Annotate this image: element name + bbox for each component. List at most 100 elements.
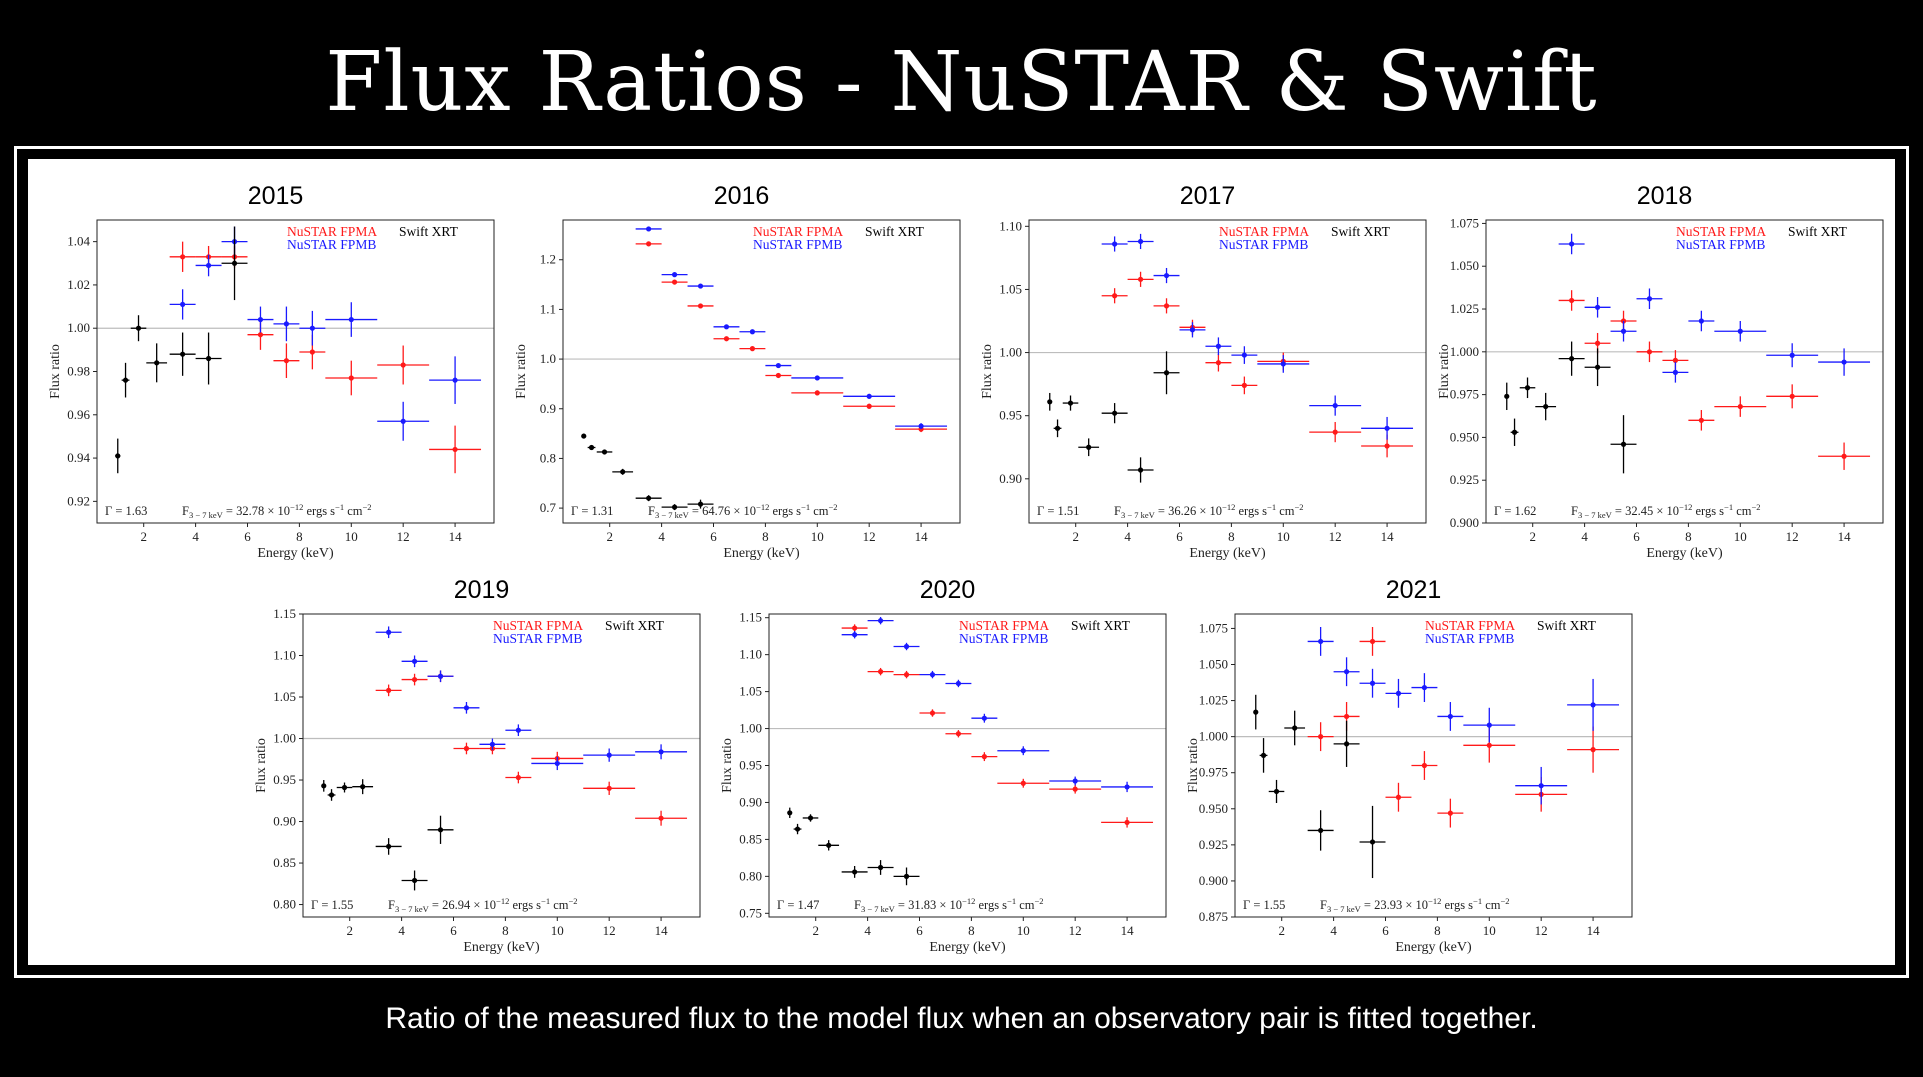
data-point bbox=[581, 433, 587, 439]
flux-exponent: −12 bbox=[496, 896, 509, 906]
flux-annotation: F3 − 7 keV = 64.76 × 10−12 ergs s−1 cm−2 bbox=[648, 502, 838, 520]
y-tick-label: 1.0 bbox=[540, 351, 556, 366]
data-point bbox=[635, 810, 688, 826]
data-point bbox=[1309, 395, 1362, 416]
marker bbox=[775, 372, 781, 379]
flux-value: = 23.93 × 10 bbox=[1361, 898, 1428, 912]
marker bbox=[231, 260, 238, 266]
data-point bbox=[505, 724, 532, 737]
y-tick-label: 1.050 bbox=[1450, 258, 1479, 273]
flux-subscript: 3 − 7 keV bbox=[1578, 510, 1613, 520]
marker bbox=[1672, 369, 1679, 375]
data-point bbox=[1053, 419, 1062, 438]
data-point bbox=[1101, 288, 1128, 304]
marker bbox=[122, 377, 129, 383]
marker bbox=[1332, 402, 1338, 409]
marker bbox=[1421, 762, 1428, 769]
marker bbox=[348, 316, 354, 323]
data-point bbox=[867, 616, 894, 625]
flux-unit-a: ergs s bbox=[509, 898, 541, 912]
y-tick-label: 1.000 bbox=[1199, 729, 1228, 744]
data-point bbox=[1231, 376, 1258, 395]
x-tick-label: 2 bbox=[1529, 529, 1536, 544]
marker bbox=[1332, 429, 1338, 435]
marker bbox=[1124, 819, 1130, 826]
legend-xrt: Swift XRT bbox=[1071, 618, 1131, 633]
marker bbox=[749, 329, 756, 335]
marker bbox=[723, 324, 730, 330]
marker bbox=[1569, 297, 1575, 304]
data-point bbox=[1515, 766, 1568, 805]
flux-symbol: F bbox=[388, 898, 395, 912]
data-point bbox=[1127, 457, 1154, 483]
flux-subscript: 3 − 7 keV bbox=[1327, 904, 1362, 914]
plot-area-frame bbox=[302, 613, 701, 918]
marker bbox=[1047, 399, 1053, 405]
plot-area-frame bbox=[1485, 219, 1884, 524]
data-point bbox=[1411, 751, 1438, 780]
data-point bbox=[661, 504, 688, 511]
series-swift-xrt bbox=[1047, 351, 1180, 483]
x-tick-label: 14 bbox=[1381, 529, 1395, 544]
x-tick-label: 14 bbox=[449, 529, 463, 544]
x-tick-label: 2 bbox=[140, 529, 147, 544]
marker bbox=[1067, 400, 1074, 406]
marker bbox=[283, 358, 290, 364]
marker bbox=[321, 783, 327, 789]
y-tick-label: 1.050 bbox=[1199, 657, 1228, 672]
data-point bbox=[893, 867, 920, 886]
data-point bbox=[1307, 722, 1334, 752]
chart-title: 2015 bbox=[248, 182, 304, 210]
x-tick-label: 12 bbox=[1069, 923, 1082, 938]
marker bbox=[620, 469, 626, 475]
data-point bbox=[325, 302, 378, 337]
marker bbox=[866, 403, 872, 409]
marker bbox=[1447, 810, 1453, 816]
data-point bbox=[635, 744, 688, 760]
data-point bbox=[130, 315, 147, 342]
data-point bbox=[687, 499, 714, 509]
y-tick-label: 0.7 bbox=[540, 500, 557, 515]
data-point bbox=[867, 667, 894, 676]
y-tick-label: 0.975 bbox=[1199, 765, 1228, 780]
legend-fpma: NuSTAR FPMA bbox=[1676, 224, 1766, 239]
marker bbox=[452, 377, 458, 383]
x-tick-label: 6 bbox=[1382, 923, 1389, 938]
flux-annotation: F3 − 7 keV = 26.94 × 10−12 ergs s−1 cm−2 bbox=[388, 896, 578, 914]
data-point bbox=[1584, 348, 1611, 387]
chart-title: 2021 bbox=[1386, 576, 1442, 604]
x-tick-label: 2 bbox=[1072, 529, 1079, 544]
data-point bbox=[121, 362, 130, 398]
y-tick-label: 0.925 bbox=[1199, 837, 1228, 852]
marker bbox=[601, 449, 608, 455]
flux-symbol: F bbox=[854, 898, 861, 912]
y-axis-label: Flux ratio bbox=[48, 344, 63, 399]
data-point bbox=[1205, 353, 1232, 372]
series-swift-xrt bbox=[1253, 694, 1386, 879]
y-tick-label: 1.00 bbox=[67, 320, 90, 335]
legend-xrt: Swift XRT bbox=[399, 224, 459, 239]
series-nustar-fpma bbox=[1307, 626, 1620, 828]
marker bbox=[606, 785, 612, 791]
flux-symbol: F bbox=[182, 504, 189, 518]
flux-exponent-s: −1 bbox=[335, 502, 344, 512]
y-axis-label: Flux ratio bbox=[254, 738, 269, 793]
marker bbox=[697, 303, 704, 309]
marker bbox=[1620, 441, 1627, 447]
data-point bbox=[843, 403, 896, 409]
marker bbox=[1072, 786, 1078, 792]
marker bbox=[1163, 303, 1170, 309]
marker bbox=[1343, 741, 1350, 747]
data-point bbox=[893, 670, 920, 679]
flux-exponent: −12 bbox=[1222, 502, 1235, 512]
marker bbox=[515, 727, 521, 733]
marker bbox=[877, 669, 884, 675]
x-tick-label: 2 bbox=[606, 529, 613, 544]
data-point bbox=[1818, 442, 1871, 470]
data-point bbox=[787, 807, 793, 818]
y-tick-label: 0.75 bbox=[739, 905, 762, 920]
y-tick-label: 0.96 bbox=[67, 407, 90, 422]
data-point bbox=[115, 438, 121, 474]
gamma-annotation: Γ = 1.51 bbox=[1037, 504, 1079, 518]
marker bbox=[1318, 638, 1324, 645]
